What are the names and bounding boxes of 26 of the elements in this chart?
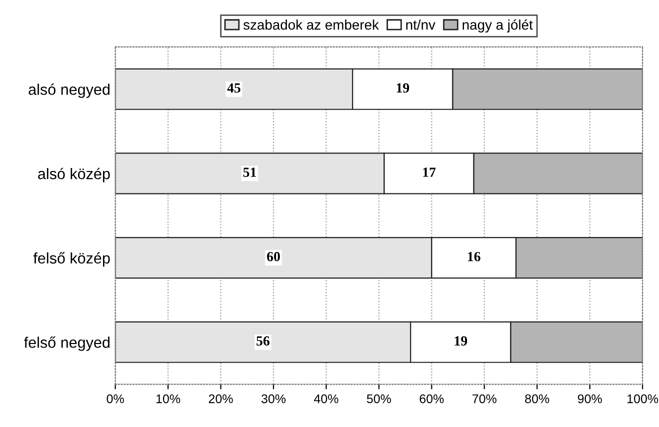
x-tick-label: 70% [472,394,496,404]
data-label: 60 [267,252,280,262]
y-tick-label: felső negyed [24,336,110,351]
legend-label: nt/nv [406,20,436,30]
data-label: 51 [243,168,256,177]
x-tick-label: 0% [106,394,124,404]
x-tick-label: 100% [627,394,658,404]
y-tick-label: alsó közép [38,168,110,182]
data-label: 19 [454,336,468,346]
y-tick-label: felső közép [33,252,110,267]
data-label: 17 [423,168,436,177]
data-label: 56 [256,336,270,346]
x-tick-label: 60% [420,394,444,404]
data-label: 19 [396,83,410,93]
x-tick-label: 10% [156,394,180,404]
x-tick-label: 30% [261,394,286,404]
legend-label: szabadok az emberek [243,20,379,30]
data-label: 45 [227,83,240,93]
data-label: 16 [468,252,480,262]
legend-label: nagy a jólét [462,19,533,32]
x-tick-label: 40% [314,394,338,404]
x-tick-label: 80% [525,394,550,404]
x-tick-label: 50% [366,394,391,404]
x-tick-label: 90% [578,394,602,404]
y-tick-label: alsó negyed [28,84,110,98]
x-tick-label: 20% [208,394,233,404]
